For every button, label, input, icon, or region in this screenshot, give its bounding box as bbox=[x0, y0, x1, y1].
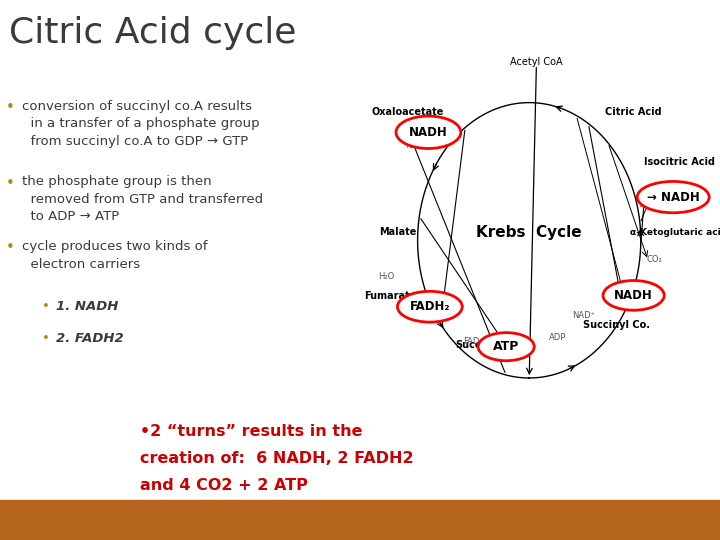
Ellipse shape bbox=[396, 116, 461, 148]
Ellipse shape bbox=[603, 280, 665, 310]
Bar bbox=[0, 500, 720, 540]
Ellipse shape bbox=[478, 333, 534, 361]
Text: ADP: ADP bbox=[549, 333, 566, 342]
Text: CO₂: CO₂ bbox=[647, 255, 662, 264]
Text: → NADH: → NADH bbox=[647, 191, 700, 204]
Text: Succinate: Succinate bbox=[456, 340, 509, 349]
Text: cycle produces two kinds of
  electron carriers: cycle produces two kinds of electron car… bbox=[22, 240, 207, 271]
Text: Oxaloacetate: Oxaloacetate bbox=[372, 107, 444, 117]
Text: •: • bbox=[6, 240, 14, 255]
Text: •: • bbox=[42, 332, 50, 345]
Text: Citric Acid cycle: Citric Acid cycle bbox=[9, 16, 296, 50]
Text: 2. FADH2: 2. FADH2 bbox=[56, 332, 124, 345]
Text: NAD⁺: NAD⁺ bbox=[626, 293, 649, 301]
Text: H₂O: H₂O bbox=[378, 272, 395, 281]
Text: the phosphate group is then
  removed from GTP and transferred
  to ADP → ATP: the phosphate group is then removed from… bbox=[22, 176, 263, 224]
Text: 1. NADH: 1. NADH bbox=[56, 300, 119, 313]
Text: •: • bbox=[6, 176, 14, 191]
Text: Isocitric Acid: Isocitric Acid bbox=[644, 157, 716, 167]
Ellipse shape bbox=[637, 181, 709, 213]
Text: FAD: FAD bbox=[463, 337, 480, 346]
Text: α-Ketoglutaric acid: α-Ketoglutaric acid bbox=[630, 228, 720, 237]
Text: NAD⁺: NAD⁺ bbox=[655, 202, 678, 211]
Text: and 4 CO2 + 2 ATP: and 4 CO2 + 2 ATP bbox=[140, 478, 308, 493]
Text: •: • bbox=[42, 300, 50, 313]
Text: Krebs  Cycle: Krebs Cycle bbox=[477, 225, 582, 240]
Text: Fumarate: Fumarate bbox=[364, 291, 416, 301]
Text: ATP: ATP bbox=[493, 340, 519, 353]
Text: creation of:  6 NADH, 2 FADH2: creation of: 6 NADH, 2 FADH2 bbox=[140, 451, 414, 466]
Text: FADH₂: FADH₂ bbox=[410, 300, 450, 313]
Text: Citric Acid: Citric Acid bbox=[605, 107, 662, 117]
Text: •2 “turns” results in the: •2 “turns” results in the bbox=[140, 424, 363, 439]
Text: Acetyl CoA: Acetyl CoA bbox=[510, 57, 563, 67]
Text: conversion of succinyl co.A results
  in a transfer of a phosphate group
  from : conversion of succinyl co.A results in a… bbox=[22, 100, 259, 148]
Text: CO₂: CO₂ bbox=[652, 186, 667, 194]
Text: NADH: NADH bbox=[614, 289, 653, 302]
Text: NAD⁺: NAD⁺ bbox=[572, 312, 595, 320]
Ellipse shape bbox=[397, 292, 462, 322]
Text: Succinyl Co.: Succinyl Co. bbox=[583, 320, 650, 330]
Text: •: • bbox=[6, 100, 14, 115]
Text: Malate: Malate bbox=[379, 227, 416, 237]
Text: NAD⁺: NAD⁺ bbox=[405, 141, 428, 150]
Text: NADH: NADH bbox=[409, 126, 448, 139]
